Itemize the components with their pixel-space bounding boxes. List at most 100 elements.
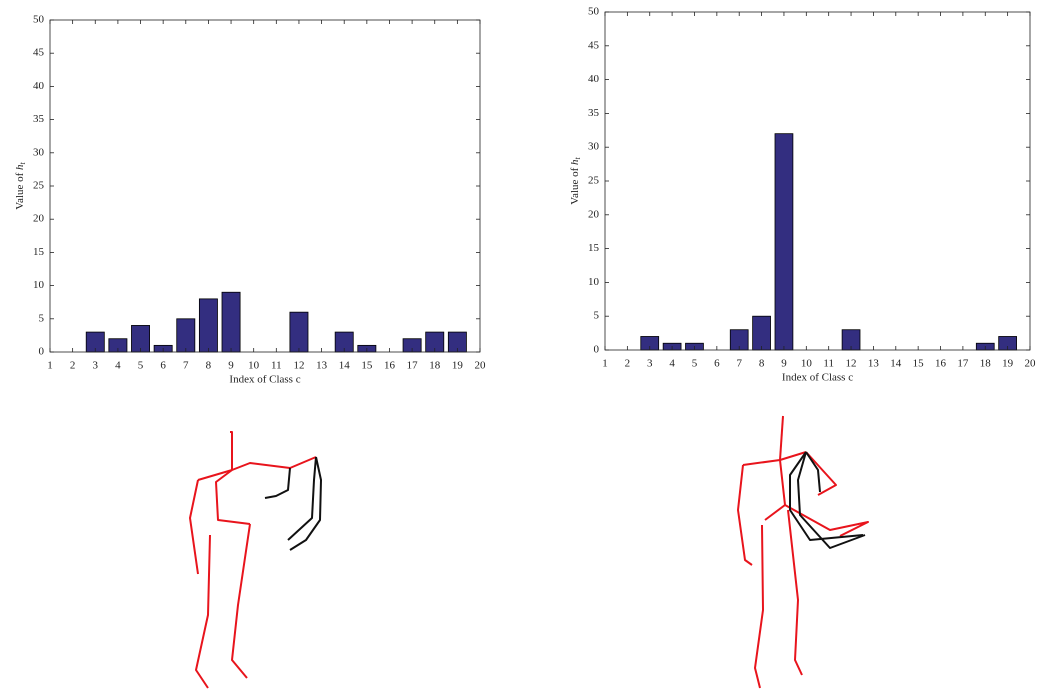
x-tick-label: 11 [823,358,834,370]
y-tick-label: 35 [588,107,600,119]
x-tick-label: 17 [407,360,419,372]
y-axis-label: Value of ht [14,162,27,210]
y-tick-label: 5 [39,312,45,324]
x-tick-label: 13 [868,358,880,370]
bar [290,312,308,352]
x-tick-label: 2 [625,358,631,370]
x-tick-label: 6 [714,358,720,370]
y-tick-label: 20 [588,208,600,220]
x-tick-label: 12 [846,358,857,370]
bone [190,480,198,574]
x-tick-label: 6 [160,360,166,372]
x-tick-label: 5 [692,358,698,370]
x-tick-label: 3 [93,360,99,372]
y-axis-label: Value of ht [569,157,582,205]
bone [780,416,783,460]
plot-frame [50,20,480,352]
bone [232,524,250,678]
bone [765,460,785,520]
bone [216,470,250,524]
y-tick-label: 10 [33,279,45,291]
page: 0510152025303540455012345678910111213141… [0,0,1040,691]
y-tick-label: 40 [588,73,600,85]
y-tick-label: 30 [33,146,45,158]
x-tick-label: 19 [452,360,464,372]
x-tick-label: 10 [801,358,813,370]
x-tick-label: 16 [384,360,396,372]
x-tick-label: 2 [70,360,76,372]
y-axis-label-text: Value of [14,170,26,210]
y-tick-label: 15 [33,246,45,258]
x-tick-label: 19 [1002,358,1014,370]
x-tick-label: 7 [183,360,189,372]
bone [743,452,806,465]
x-tick-label: 14 [339,360,351,372]
y-tick-label: 20 [33,213,45,225]
x-tick-label: 13 [316,360,328,372]
x-tick-label: 16 [935,358,947,370]
y-tick-label: 50 [33,14,45,26]
bone [755,525,763,688]
bar [222,292,240,352]
x-tick-label: 5 [138,360,144,372]
x-tick-label: 17 [957,358,969,370]
x-tick-label: 10 [248,360,260,372]
y-tick-label: 25 [33,180,45,192]
bone [288,457,316,540]
y-axis-label-text: Value of [569,165,581,205]
bone [198,457,316,480]
bone [196,535,210,688]
x-tick-label: 9 [228,360,234,372]
y-tick-label: 25 [588,175,600,187]
x-tick-label: 8 [206,360,212,372]
bone [806,452,820,492]
bone [738,465,752,565]
bone [230,432,232,470]
x-axis-label: Index of Class c [229,374,300,386]
bone [265,468,290,498]
y-tick-label: 0 [594,344,600,356]
figure: 0510152025303540455012345678910111213141… [0,0,1040,691]
skeleton-right [738,416,868,688]
x-tick-label: 18 [980,358,992,370]
y-tick-label: 40 [33,80,45,92]
y-tick-label: 45 [588,39,600,51]
y-tick-label: 5 [594,310,600,322]
x-tick-label: 20 [1025,358,1037,370]
y-tick-label: 10 [588,276,600,288]
skeleton-left [190,432,321,688]
x-tick-label: 9 [781,358,787,370]
x-tick-label: 3 [647,358,653,370]
bar [199,299,217,352]
bone [798,452,865,548]
y-tick-label: 15 [588,242,600,254]
y-tick-label: 45 [33,47,45,59]
x-tick-label: 18 [429,360,441,372]
bone [788,510,802,675]
x-tick-label: 4 [669,358,675,370]
x-axis-label: Index of Class c [782,372,853,384]
bone [290,457,321,550]
y-tick-label: 30 [588,141,600,153]
y-axis-label-sub: t [573,157,582,160]
y-tick-label: 0 [39,346,45,358]
bar [775,134,793,350]
x-tick-label: 4 [115,360,121,372]
x-tick-label: 8 [759,358,765,370]
plot-frame [605,12,1030,350]
bone [790,452,863,540]
bar [177,319,195,352]
x-tick-label: 1 [602,358,608,370]
x-tick-label: 1 [47,360,53,372]
y-axis-label-sub: t [18,162,27,165]
x-tick-label: 12 [293,360,304,372]
x-tick-label: 11 [271,360,282,372]
x-tick-label: 14 [890,358,902,370]
x-tick-label: 15 [913,358,925,370]
y-tick-label: 35 [33,113,45,125]
x-tick-label: 20 [475,360,487,372]
x-tick-label: 15 [361,360,373,372]
bar [753,316,771,350]
